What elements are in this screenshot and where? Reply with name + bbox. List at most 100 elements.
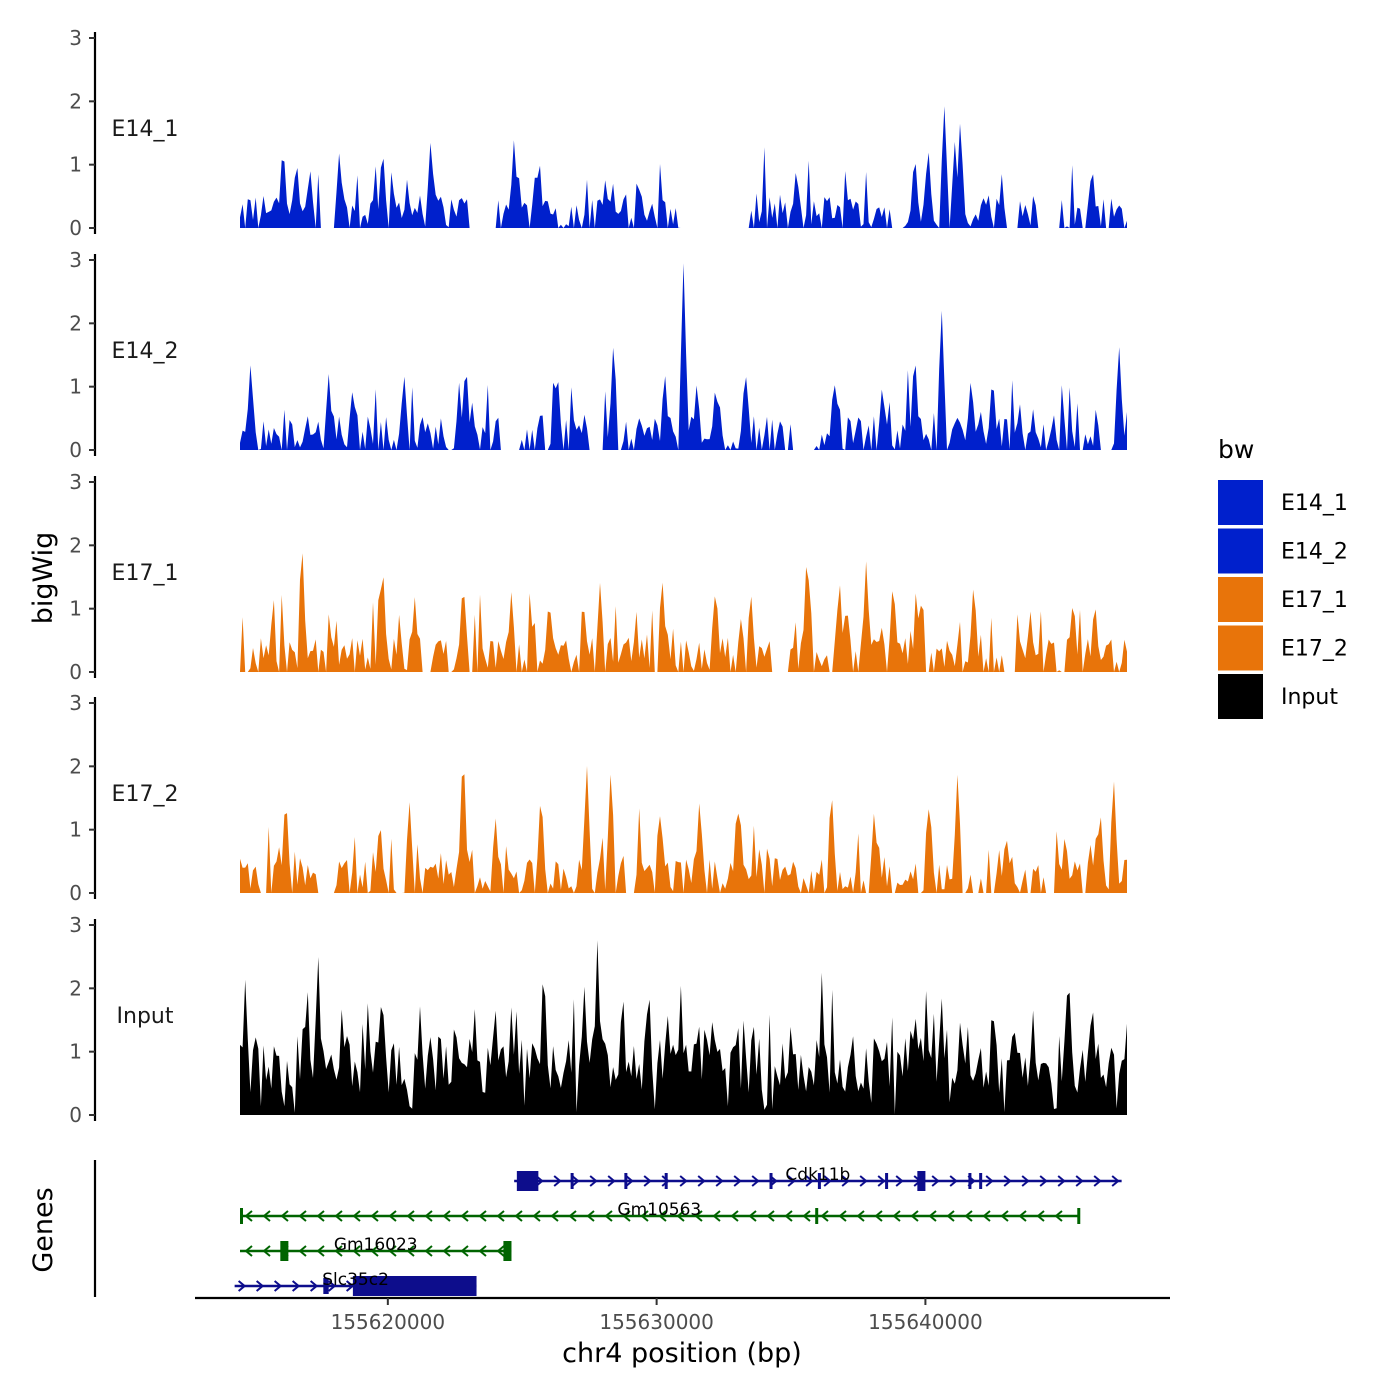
strand-arrow-Cdk11b bbox=[823, 1175, 832, 1187]
strand-arrow-Cdk11b bbox=[751, 1175, 760, 1187]
strand-arrow-Gm10563 bbox=[802, 1210, 811, 1222]
exon-Cdk11b-3 bbox=[664, 1173, 668, 1189]
gene-label-Gm10563: Gm10563 bbox=[617, 1200, 701, 1220]
strand-arrow-Gm10563 bbox=[1054, 1210, 1063, 1222]
legend-label-E17_1: E17_1 bbox=[1281, 588, 1348, 613]
strand-arrow-Slc35c2 bbox=[255, 1280, 265, 1292]
x-axis-title: chr4 position (bp) bbox=[562, 1338, 802, 1369]
y-tick-label-E14_1-3: 3 bbox=[69, 26, 82, 50]
coverage-area-E14_2 bbox=[240, 263, 1127, 450]
y-tick-label-E14_2-3: 3 bbox=[69, 248, 82, 272]
gene-label-Cdk11b: Cdk11b bbox=[785, 1165, 850, 1185]
strand-arrow-Gm10563 bbox=[352, 1210, 361, 1222]
exon-Cdk11b-8 bbox=[968, 1173, 972, 1189]
gene-Gm10563: Gm10563 bbox=[240, 1200, 1081, 1224]
strand-arrow-Gm16023 bbox=[496, 1245, 505, 1257]
strand-arrow-Cdk11b bbox=[715, 1175, 724, 1187]
exon-Slc35c2-1 bbox=[352, 1276, 477, 1296]
y-tick-label-Input-1: 1 bbox=[69, 1040, 82, 1064]
strand-arrow-Gm10563 bbox=[982, 1210, 991, 1222]
coverage-area-E17_1 bbox=[240, 553, 1127, 672]
genes-panel: Cdk11b Gm10563 Gm16023 Slc35c2 bbox=[93, 1160, 1122, 1297]
strand-arrow-Gm16023 bbox=[424, 1245, 433, 1257]
coverage-area-E17_2 bbox=[240, 765, 1127, 893]
y-tick-label-E17_1-0: 0 bbox=[69, 660, 82, 684]
strand-arrow-Gm10563 bbox=[964, 1210, 973, 1222]
strand-arrow-Gm10563 bbox=[946, 1210, 955, 1222]
y-tick-label-E17_2-2: 2 bbox=[69, 754, 82, 778]
strand-arrow-Gm10563 bbox=[406, 1210, 415, 1222]
strand-arrow-Gm10563 bbox=[244, 1210, 253, 1222]
y-tick-label-E14_1-1: 1 bbox=[69, 153, 82, 177]
strand-arrow-Gm16023 bbox=[406, 1245, 415, 1257]
strand-arrow-Cdk11b bbox=[985, 1175, 994, 1187]
strand-arrow-Gm16023 bbox=[244, 1245, 253, 1257]
y-tick-label-E14_1-2: 2 bbox=[69, 89, 82, 113]
strand-arrow-Gm10563 bbox=[622, 1210, 631, 1222]
strand-arrow-Gm10563 bbox=[1018, 1210, 1027, 1222]
strand-arrow-Gm16023 bbox=[316, 1245, 325, 1257]
exon-Cdk11b-4 bbox=[769, 1173, 773, 1189]
strand-arrow-Gm10563 bbox=[316, 1210, 325, 1222]
strand-arrow-Cdk11b bbox=[1111, 1175, 1120, 1187]
exon-Cdk11b-5 bbox=[817, 1173, 821, 1189]
strand-arrow-Gm16023 bbox=[478, 1245, 487, 1257]
y-tick-label-Input-3: 3 bbox=[69, 913, 82, 937]
strand-arrow-Gm10563 bbox=[280, 1210, 289, 1222]
signal-tracks: 0 1 2 3 E14_1 0 1 2 3 E14_2 0 1 2 3 E17_1 0 1 2 3 E17_2 0 1 2 3… bbox=[69, 26, 1127, 1127]
strand-arrow-Gm10563 bbox=[388, 1210, 397, 1222]
y-tick-label-Input-0: 0 bbox=[69, 1103, 82, 1127]
strand-arrow-Gm10563 bbox=[730, 1210, 739, 1222]
x-tick-label-155620000: 155620000 bbox=[331, 1310, 446, 1334]
y-axis-title: bigWig bbox=[28, 532, 59, 625]
exon-Cdk11b-7 bbox=[917, 1171, 926, 1191]
y-tick-label-E17_1-2: 2 bbox=[69, 533, 82, 557]
legend-label-E14_2: E14_2 bbox=[1281, 540, 1348, 565]
exon-Gm10563-2 bbox=[1077, 1208, 1081, 1224]
track-label-E17_2: E17_2 bbox=[112, 782, 179, 807]
strand-arrow-Gm10563 bbox=[784, 1210, 793, 1222]
strand-arrow-Gm16023 bbox=[442, 1245, 451, 1257]
strand-arrow-Cdk11b bbox=[679, 1175, 688, 1187]
track-label-E17_1: E17_1 bbox=[112, 561, 179, 586]
strand-arrow-Cdk11b bbox=[1039, 1175, 1048, 1187]
strand-arrow-Slc35c2 bbox=[237, 1280, 247, 1292]
track-label-Input: Input bbox=[117, 1004, 174, 1029]
strand-arrow-Gm10563 bbox=[874, 1210, 883, 1222]
strand-arrow-Cdk11b bbox=[805, 1175, 814, 1187]
strand-arrow-Gm10563 bbox=[694, 1210, 703, 1222]
strand-arrow-Gm10563 bbox=[1036, 1210, 1045, 1222]
y-tick-label-E14_1-0: 0 bbox=[69, 216, 82, 240]
strand-arrow-Gm10563 bbox=[370, 1210, 379, 1222]
strand-arrow-Gm16023 bbox=[388, 1245, 397, 1257]
strand-arrow-Cdk11b bbox=[1093, 1175, 1102, 1187]
gene-label-Slc35c2: Slc35c2 bbox=[322, 1270, 389, 1290]
gene-Cdk11b: Cdk11b bbox=[514, 1165, 1122, 1191]
strand-arrow-Cdk11b bbox=[1021, 1175, 1030, 1187]
gene-Slc35c2: Slc35c2 bbox=[234, 1270, 477, 1296]
track-E17_2: 0 1 2 3 E17_2 bbox=[69, 691, 1127, 905]
y-tick-label-E17_2-0: 0 bbox=[69, 881, 82, 905]
strand-arrow-Cdk11b bbox=[1075, 1175, 1084, 1187]
strand-arrow-Cdk11b bbox=[571, 1175, 580, 1187]
genes-axis-title: Genes bbox=[28, 1187, 59, 1272]
exon-Gm10563-0 bbox=[240, 1208, 243, 1224]
strand-arrow-Cdk11b bbox=[589, 1175, 598, 1187]
y-tick-label-E17_1-1: 1 bbox=[69, 597, 82, 621]
strand-arrow-Gm10563 bbox=[496, 1210, 505, 1222]
strand-arrow-Gm10563 bbox=[586, 1210, 595, 1222]
legend-label-E17_2: E17_2 bbox=[1281, 637, 1348, 662]
strand-arrow-Gm10563 bbox=[820, 1210, 829, 1222]
strand-arrow-Gm10563 bbox=[532, 1210, 541, 1222]
strand-arrow-Slc35c2 bbox=[291, 1280, 301, 1292]
track-E17_1: 0 1 2 3 E17_1 bbox=[69, 470, 1127, 684]
strand-arrow-Gm10563 bbox=[928, 1210, 937, 1222]
legend-label-Input: Input bbox=[1281, 685, 1338, 710]
strand-arrow-Gm10563 bbox=[676, 1210, 685, 1222]
strand-arrow-Gm16023 bbox=[334, 1245, 343, 1257]
strand-arrow-Gm16023 bbox=[298, 1245, 307, 1257]
strand-arrow-Gm10563 bbox=[424, 1210, 433, 1222]
track-E14_2: 0 1 2 3 E14_2 bbox=[69, 248, 1127, 462]
strand-arrow-Slc35c2 bbox=[345, 1280, 355, 1292]
